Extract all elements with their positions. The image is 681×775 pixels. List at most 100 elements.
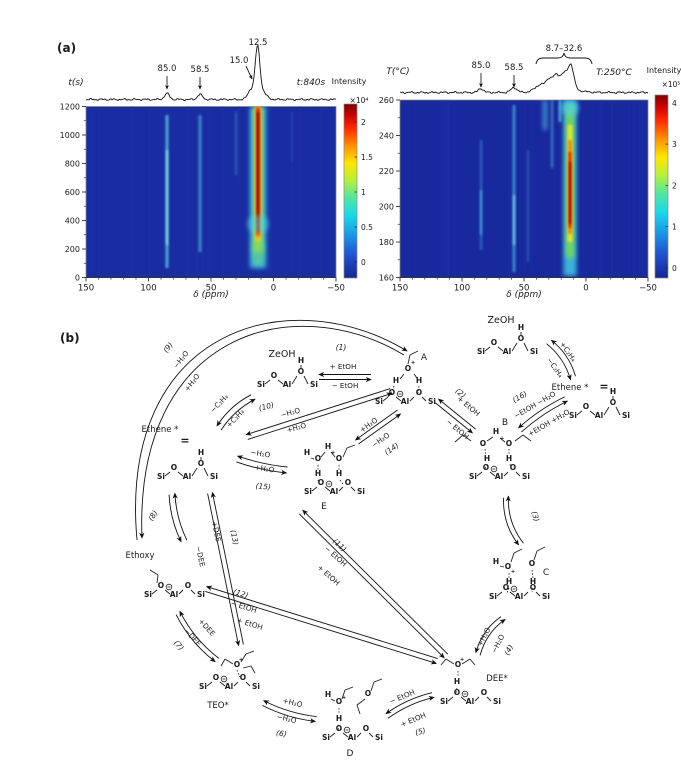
atom-text: + (411, 360, 416, 366)
peak-label: 85.0 (158, 64, 177, 74)
y-tick-label: 1200 (60, 103, 80, 112)
atom-si: Si (493, 697, 501, 706)
atom-text: H (393, 376, 399, 385)
reaction-8: (8) (146, 492, 188, 543)
atom-o: O (416, 388, 422, 397)
reaction-label: (5) (414, 726, 427, 737)
atom-si: Si (522, 472, 530, 481)
atom-text: H (530, 577, 536, 586)
atom-si: Si (469, 472, 477, 481)
atom-text: + (511, 569, 516, 575)
reaction-label: +H₂O (182, 372, 202, 394)
reaction-label: − EtOH (388, 688, 416, 706)
spectrum-trace-right (399, 63, 649, 95)
atom-text: H (315, 469, 321, 478)
atom-o: O (530, 583, 536, 592)
colorbar-left (343, 103, 358, 279)
x-tick-label: 150 (78, 284, 94, 294)
atom-al: Al (595, 411, 603, 420)
reaction-label: (13) (228, 529, 240, 546)
colorbar-tick-label: 0 (361, 258, 366, 267)
atom-si: Si (252, 682, 260, 691)
species-TEO-label: TEO* (206, 701, 229, 711)
panel-a-label: (a) (57, 41, 76, 55)
y-tick-label: 200 (65, 245, 80, 254)
x-tick-label: −50 (639, 284, 657, 294)
y-tick-label: 200 (379, 203, 394, 212)
atom-al: Al (348, 733, 356, 742)
reaction-label: + EtOH (316, 563, 342, 588)
reaction-label: (16) (511, 389, 529, 405)
reaction-label: −H₂O (171, 349, 191, 371)
atom-o: O (583, 402, 589, 411)
reaction-label: +DEE (210, 520, 223, 543)
atom-o: O (213, 673, 219, 682)
y-tick-label: 180 (379, 238, 394, 247)
atom-si: Si (569, 411, 577, 420)
atom-text: H (454, 677, 460, 686)
reaction-1: (1) + EtOH − EtOH (318, 343, 372, 390)
atom-text: O (529, 559, 535, 568)
framework-charge-icon (220, 675, 228, 683)
reaction-label: (1) (336, 343, 347, 352)
reaction-label: − EtOH (332, 381, 359, 390)
atom-text: O (506, 439, 512, 448)
atom-al: Al (503, 347, 511, 356)
atom-o: O (185, 581, 191, 590)
atom-h: H (298, 356, 304, 365)
colorbar-tick-label: 4 (672, 99, 677, 108)
atom-al: Al (495, 472, 503, 481)
species-DEE-label: DEE* (486, 674, 508, 684)
y-tick-label: 400 (65, 217, 80, 226)
framework-charge-icon (490, 465, 498, 473)
peak-range-brace (535, 52, 593, 65)
atom-text: H (484, 454, 490, 463)
species-A-label: A (421, 353, 428, 363)
atom-text: + (239, 657, 244, 663)
species-D-label: D (347, 749, 354, 759)
reaction-7: +DEE−DEE(7) (172, 610, 220, 663)
reaction-label: −H₂O (280, 406, 302, 420)
reaction-2: (2)+ EtOH− EtOH (435, 386, 482, 441)
reaction-6: +H₂O −H₂O (6) (262, 696, 317, 739)
atom-o: O (610, 398, 616, 407)
atom-si: Si (622, 411, 630, 420)
x-tick-label: 50 (206, 284, 217, 294)
atom-al: Al (515, 592, 523, 601)
reaction-label: +H₂O (286, 421, 308, 435)
x-tick-label: 0 (271, 284, 276, 294)
reaction-label: (3) (530, 510, 541, 523)
framework-charge-icon (396, 390, 404, 398)
framework-charge-icon (343, 726, 351, 734)
reaction-label: +C₂H₄ (224, 407, 246, 429)
reaction-c2h4-right: +C₂H₄−C₂H₄ (545, 339, 578, 381)
atom-si: Si (489, 592, 497, 601)
atom-si: Si (375, 733, 383, 742)
x-tick-label: 50 (519, 284, 530, 294)
reaction-label: +H₂O (475, 626, 492, 648)
atom-text: O (234, 660, 240, 669)
heatmap-area-left (85, 106, 337, 278)
y-tick-label: 600 (65, 188, 80, 197)
reaction-label: (9) (161, 340, 175, 354)
colorbar-title: Intensity (647, 66, 681, 75)
atom-o: O (481, 688, 487, 697)
atom-si: Si (144, 590, 152, 599)
atom-o: O (318, 478, 324, 487)
atom-text: + (342, 695, 347, 701)
atom-text: = (180, 434, 189, 447)
atom-si: Si (477, 347, 485, 356)
atom-al: Al (401, 397, 409, 406)
atom-si: Si (357, 487, 365, 496)
heatmap-area-right (399, 99, 649, 278)
panel-b-label: (b) (60, 331, 80, 345)
colorbar-tick-label: 2 (672, 181, 677, 190)
x-tick-label: 100 (454, 284, 470, 294)
ethene-left: Si O Al O Si H Ethene *= (142, 425, 218, 481)
